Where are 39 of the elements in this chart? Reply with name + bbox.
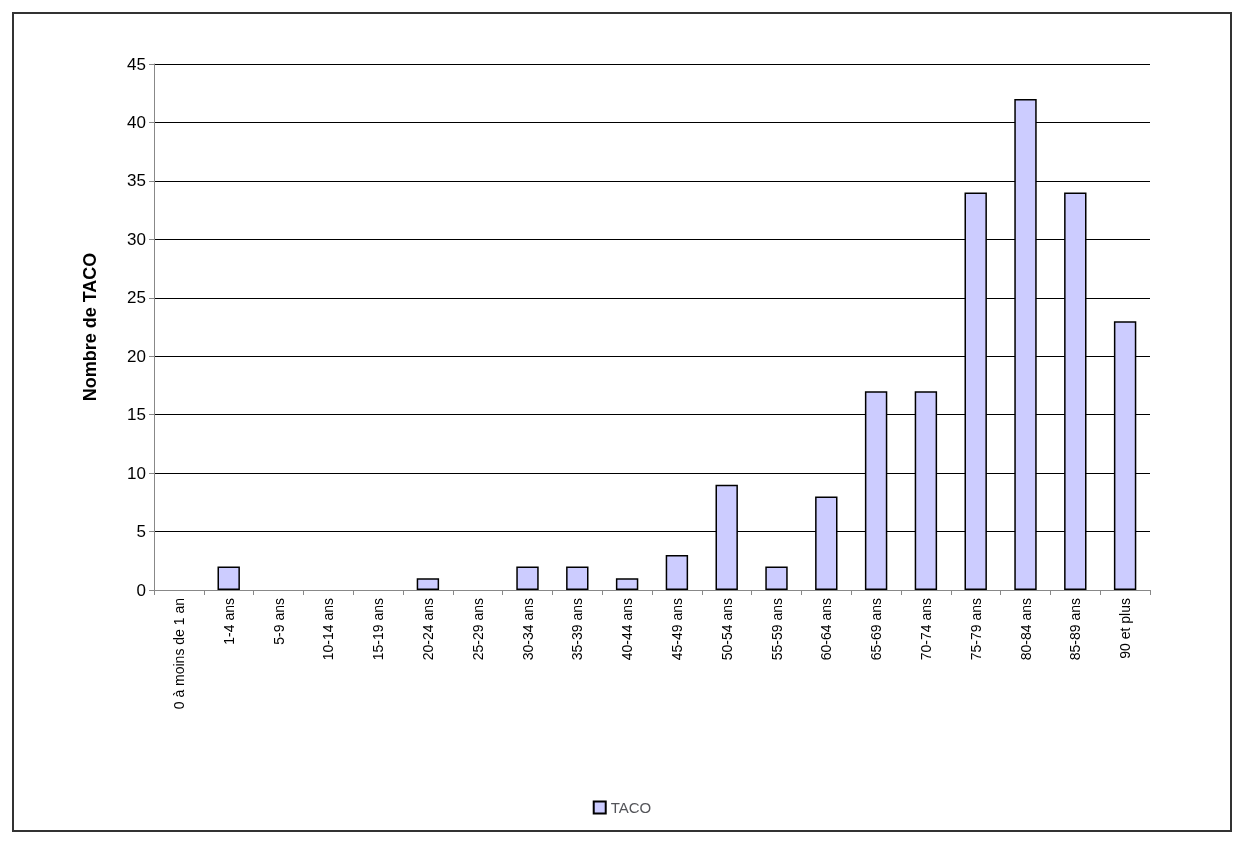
x-tick-label: 25-29 ans (469, 598, 486, 661)
y-tick-label: 5 (136, 522, 146, 542)
x-tick-label: 55-59 ans (768, 598, 785, 661)
x-tick-label: 1-4 ans (220, 598, 237, 645)
x-tick-label: 70-74 ans (917, 598, 934, 661)
x-tick-label: 35-39 ans (569, 598, 586, 661)
x-tick-label: 75-79 ans (967, 598, 984, 661)
y-tick-label: 10 (127, 463, 146, 483)
x-tick-label: 15-19 ans (370, 598, 387, 661)
x-tick-label: 20-24 ans (419, 598, 436, 661)
legend-label: TACO (610, 799, 652, 816)
bar (665, 554, 689, 590)
y-tick-label: 45 (127, 54, 146, 74)
x-tick-label: 45-49 ans (668, 598, 685, 661)
y-tick-label: 40 (127, 112, 146, 132)
y-tick-label: 0 (136, 580, 146, 600)
y-tick-label: 35 (127, 171, 146, 191)
y-tick-label: 20 (127, 346, 146, 366)
x-tick-label: 5-9 ans (270, 598, 287, 645)
bar (566, 566, 589, 590)
x-tick-label: 60-64 ans (818, 598, 835, 661)
bar (217, 566, 240, 590)
x-tick-label: 0 à moins de 1 an (170, 598, 187, 710)
x-tick-label: 40-44 ans (619, 598, 636, 661)
x-tick-label: 85-89 ans (1067, 598, 1084, 661)
bar (516, 566, 539, 590)
bar (765, 566, 788, 590)
x-tick-label: 10-14 ans (320, 598, 337, 661)
y-axis-title: Nombre de TACO (80, 252, 100, 402)
x-tick-label: 90 et plus (1117, 598, 1134, 659)
bar (615, 578, 639, 590)
y-tick-label: 15 (127, 405, 146, 425)
y-tick-label: 25 (127, 288, 146, 308)
x-tick-label: 30-34 ans (519, 598, 536, 661)
bar (416, 578, 440, 590)
x-tick-label: 80-84 ans (1017, 598, 1034, 661)
x-tick-label: 50-54 ans (718, 598, 735, 661)
y-tick-label: 30 (127, 229, 146, 249)
x-tick-label: 65-69 ans (868, 598, 885, 661)
